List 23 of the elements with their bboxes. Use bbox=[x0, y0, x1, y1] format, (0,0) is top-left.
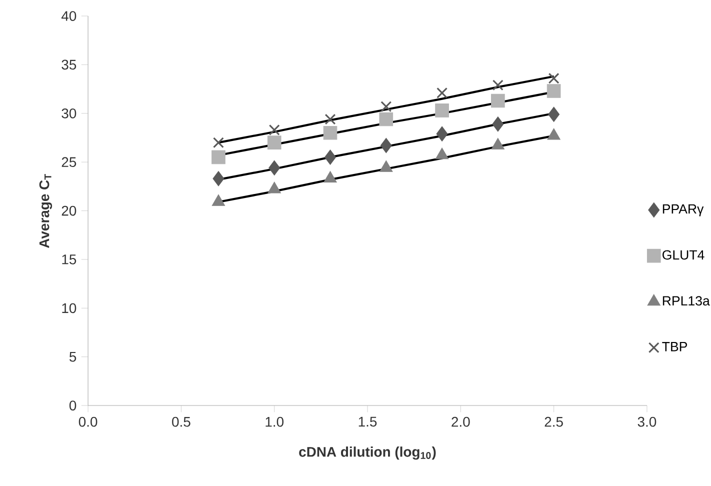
legend-label: PPARγ bbox=[662, 204, 704, 216]
y-tick-label: 35 bbox=[62, 60, 76, 70]
x-axis-title: cDNA dilution (log$_{10}$) bbox=[299, 446, 436, 460]
x-tick-label: 1.0 bbox=[266, 416, 284, 427]
y-axis-title: Average C$_{T}$ bbox=[39, 174, 52, 248]
x-tick-label: 2.0 bbox=[452, 416, 470, 427]
x-tick-label: 2.5 bbox=[544, 416, 563, 427]
y-tick-label: 15 bbox=[62, 254, 76, 264]
y-tick-label: 5 bbox=[69, 352, 76, 362]
legend-label: RPL13a bbox=[662, 296, 710, 306]
y-tick-label: 40 bbox=[61, 10, 76, 21]
y-tick-label: 20 bbox=[62, 206, 76, 216]
y-tick-label: 10 bbox=[62, 303, 76, 313]
x-tick-label: 0.5 bbox=[172, 416, 190, 427]
y-tick-label: 25 bbox=[62, 157, 76, 167]
line-series bbox=[217, 75, 555, 144]
legend-label: GLUT4 bbox=[662, 250, 704, 260]
x-tick-label: 3.0 bbox=[638, 416, 656, 427]
legend-label: TBP bbox=[662, 342, 688, 352]
y-tick-label: 0 bbox=[69, 400, 76, 410]
x-tick-label: 0.0 bbox=[78, 416, 98, 427]
x-tick-label: 1.5 bbox=[358, 416, 377, 427]
y-tick-label: 30 bbox=[62, 108, 76, 118]
